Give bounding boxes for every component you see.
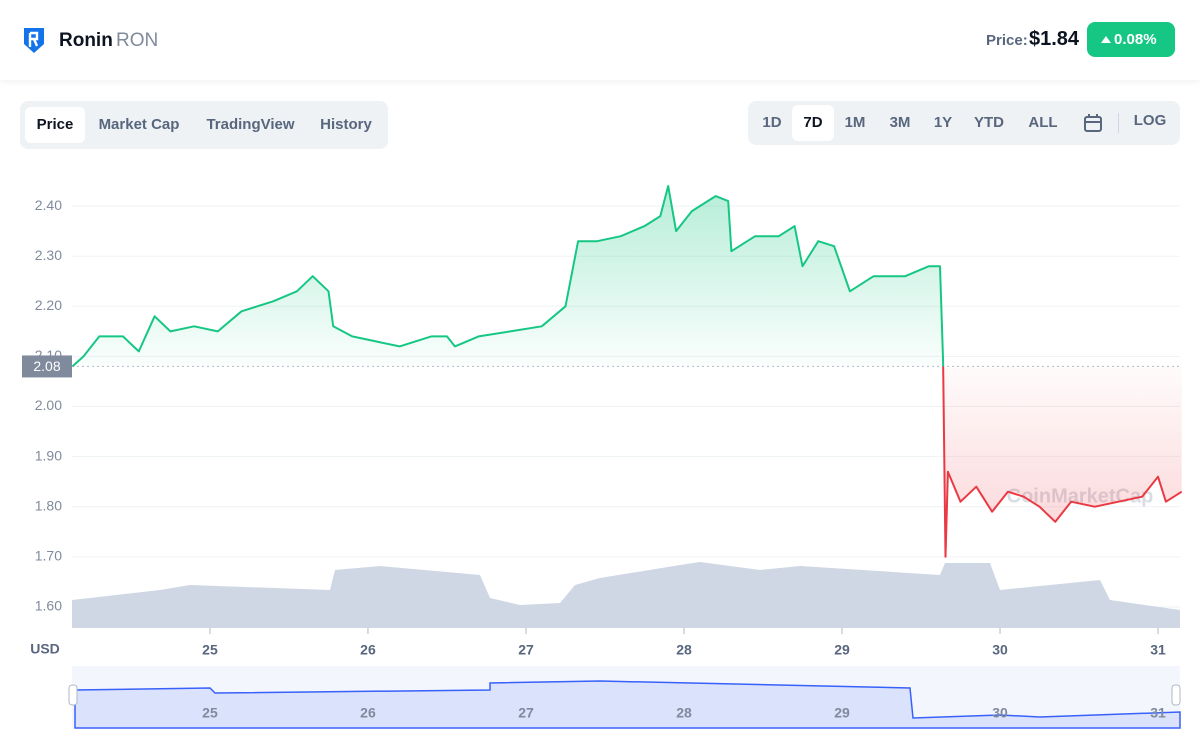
baseline-label-bg <box>22 355 72 378</box>
price-area <box>72 186 1182 557</box>
x-tick-label: 28 <box>676 642 692 658</box>
log-button[interactable]: LOG <box>1133 112 1167 129</box>
price-label: Price: <box>986 32 1028 49</box>
volume-area <box>72 562 1180 628</box>
divider <box>1118 113 1119 133</box>
calendar-icon[interactable] <box>1083 113 1103 133</box>
range-button[interactable]: YTD <box>974 114 1004 131</box>
price-line <box>71 185 1183 558</box>
navigator-label: 27 <box>518 705 534 721</box>
navigator-label: 31 <box>1150 705 1166 721</box>
x-tick-label: 30 <box>992 642 1008 658</box>
logo <box>24 28 44 53</box>
change-pill: 0.08% <box>1087 22 1175 57</box>
coin-name: Ronin <box>59 30 113 51</box>
y-tick-label: 2.40 <box>35 197 62 213</box>
y-tick-label: 1.60 <box>35 598 62 614</box>
tab[interactable]: TradingView <box>206 116 295 133</box>
tab[interactable]: Market Cap <box>98 116 180 133</box>
coin-symbol: RON <box>116 30 159 51</box>
baseline-label: 2.08 <box>33 358 60 374</box>
range-button[interactable]: 1M <box>844 114 866 131</box>
y-tick-label: 1.80 <box>35 497 62 513</box>
range-bar: 1D 7D 1M 3M 1Y YTD ALL LOG <box>748 101 1180 145</box>
range-button[interactable]: 7D <box>792 105 834 141</box>
y-tick-label: 1.90 <box>35 447 62 463</box>
navigator-area <box>74 680 1181 729</box>
navigator-handle[interactable] <box>1171 684 1181 706</box>
navigator-label: 26 <box>360 705 376 721</box>
x-tick-label: 25 <box>202 642 218 658</box>
navigator-label: 25 <box>202 705 218 721</box>
range-button[interactable]: 3M <box>889 114 911 131</box>
tab-bar: Price Market Cap TradingView History <box>20 101 388 149</box>
y-tick-label: 2.00 <box>35 397 62 413</box>
tab[interactable]: History <box>320 116 372 133</box>
y-unit: USD <box>30 641 60 657</box>
tab[interactable]: Price <box>25 107 85 143</box>
range-button[interactable]: ALL <box>1028 114 1058 131</box>
price: $1.84 <box>1029 28 1080 50</box>
y-tick-label: 1.70 <box>35 548 62 564</box>
x-tick-label: 29 <box>834 642 850 658</box>
up-arrow <box>1101 36 1111 43</box>
x-tick-label: 26 <box>360 642 376 658</box>
change: 0.08% <box>1114 31 1157 48</box>
y-tick-label: 2.30 <box>35 247 62 263</box>
x-tick-label: 27 <box>518 642 534 658</box>
header: Ronin RON Price: $1.84 0.08% <box>0 0 1200 80</box>
range-button[interactable]: 1D <box>762 114 782 131</box>
range-button[interactable]: 1Y <box>933 114 953 131</box>
y-tick-label: 2.20 <box>35 297 62 313</box>
navigator-label: 30 <box>992 705 1008 721</box>
x-tick-label: 31 <box>1150 642 1166 658</box>
navigator-label: 28 <box>676 705 692 721</box>
navigator-label: 29 <box>834 705 850 721</box>
navigator-handle[interactable] <box>68 684 78 706</box>
